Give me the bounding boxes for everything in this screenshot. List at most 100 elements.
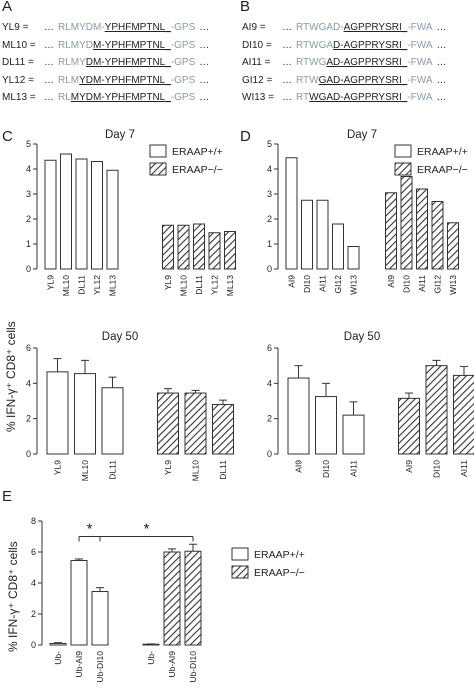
sequence-id: ML10 =: [2, 39, 36, 51]
bar: [184, 550, 202, 646]
sequence-flank-right: -GPS: [170, 22, 196, 33]
sequence-flank-right: -FWA: [407, 22, 433, 33]
x-tick-label: AI9: [287, 275, 297, 288]
sequence-flank-left: RTWGA: [296, 39, 334, 51]
sequence-ellipsis: …: [44, 39, 54, 51]
sequence-core: YPHFMPTNL: [104, 22, 166, 33]
bar: [208, 232, 221, 270]
bar: [285, 157, 298, 270]
y-tick-label: 6: [31, 547, 36, 557]
x-tick-label: DI10: [432, 460, 442, 478]
sequence-row: AI11 =… RTWGAD-AGPPRYSRI_-FWA…: [242, 54, 447, 72]
sequence-flank-left: RTW: [296, 74, 319, 86]
y-tick-label: 2: [31, 609, 36, 619]
sequence-gap: _: [401, 92, 408, 103]
chart-title: Day 50: [102, 331, 138, 343]
bar: [106, 169, 119, 270]
bar: [177, 224, 190, 270]
x-tick-label: WI13: [448, 275, 458, 295]
x-tick-label: DL11: [77, 275, 87, 295]
sequence-flank-right: -FWA: [407, 39, 433, 51]
sequence-core: AGPPRYSRI: [343, 22, 402, 33]
chart-d-day50: [274, 347, 474, 455]
x-tick-label: Ub-DI10: [95, 651, 105, 683]
significance-star: *: [87, 521, 93, 538]
sequence-flank-right: -GPS: [170, 57, 196, 68]
x-tick-label: DI10: [402, 275, 412, 293]
chart-d-day7: [274, 143, 459, 270]
bar: [447, 222, 459, 270]
y-tick-label: 0: [26, 264, 31, 274]
x-tick-label: Ub-AI9: [74, 651, 84, 678]
sequence-ellipsis: …: [199, 39, 210, 51]
x-tick-label: GI12: [433, 275, 443, 294]
sequence-ellipsis: …: [436, 92, 447, 103]
x-tick-label: ML10: [80, 460, 90, 482]
y-tick-label: 6: [26, 343, 31, 353]
y-tick-label: 5: [26, 139, 31, 149]
y-tick-label: 4: [26, 164, 31, 174]
y-tick-label: 4: [267, 164, 272, 174]
y-tick-label: 3: [26, 189, 31, 199]
y-tick-label: 0: [31, 640, 36, 650]
x-tick-label: YL12: [210, 275, 220, 295]
bar: [74, 373, 96, 455]
chart-title: Day 7: [347, 129, 377, 141]
bar: [157, 392, 179, 455]
y-tick-label: 4: [31, 578, 36, 588]
sequence-ellipsis: …: [436, 57, 447, 68]
sequence-gap: _: [165, 92, 171, 103]
sequence-alignment-a: YL9 =… RLMYDM-YPHFMPTNL_-GPS… ML10 = … RLMYD…: [2, 19, 209, 107]
x-tick-label: AI9: [294, 460, 304, 473]
sequence-flank-left: RLMYDM-: [58, 22, 105, 33]
sequence-row: YL9 =… RLMYDM-YPHFMPTNL_-GPS…: [2, 19, 209, 37]
sequence-flank-left: RLMY: [58, 57, 86, 68]
significance-star: *: [144, 521, 150, 538]
panel-label-d: D: [240, 128, 251, 145]
bar: [163, 551, 181, 646]
sequence-gap: _: [165, 57, 171, 68]
legend-swatch: [149, 144, 167, 158]
sequence-gap: _: [401, 57, 408, 68]
sequence-core: DM-YPHFMPTNL: [85, 57, 166, 68]
sequence-row: DL11 =… RLMYDM-YPHFMPTNL_-GPS…: [2, 54, 209, 72]
bar: [70, 560, 88, 646]
chart-c-day7: [33, 143, 236, 270]
x-tick-label: WI13: [349, 275, 359, 295]
chart-title: Day 50: [344, 331, 380, 343]
bar: [431, 201, 444, 270]
bar: [224, 231, 236, 270]
sequence-row: DI10 =… RTWGAD-AGPPRYSRI_-FWA…: [242, 37, 447, 55]
bar: [91, 161, 103, 270]
sequence-row: WI13 =… RTWGAD-AGPPRYSRI_-FWA…: [242, 89, 447, 107]
sequence-core: MYDM-YPHFMPTNL: [70, 92, 166, 103]
sequence-ellipsis: …: [436, 74, 447, 86]
x-tick-label: YL9: [53, 460, 63, 475]
bar: [398, 397, 420, 455]
x-tick-label: YL12: [92, 275, 102, 295]
bar: [385, 192, 397, 270]
x-tick-label: ML13: [108, 275, 118, 297]
x-tick-label: AI9: [404, 460, 414, 473]
y-tick-label: 2: [267, 214, 272, 224]
sequence-row: GI12 =… RTWGAD-AGPPRYSRI_-FWA…: [242, 72, 447, 90]
sequence-flank-left: RLMYD: [58, 39, 94, 51]
legend-label: ERAAP−/−: [254, 567, 305, 579]
legend-label: ERAAP+/+: [417, 146, 468, 158]
x-tick-label: YL9: [163, 460, 173, 475]
bar: [453, 374, 474, 455]
panel-label-e: E: [2, 488, 13, 505]
bar: [162, 224, 174, 270]
bar: [301, 199, 313, 270]
y-tick-label: 2: [267, 414, 272, 424]
sequence-row: YL12 =… RLMYDM-YPHFMPTNL_-GPS…: [2, 72, 209, 90]
sequence-core: GAD-AGPPRYSRI: [318, 74, 402, 86]
bar: [75, 158, 88, 270]
sequence-flank-right: -GPS: [170, 74, 196, 86]
sequence-flank-right: -FWA: [407, 74, 433, 86]
sequence-id: AI9 =: [242, 22, 266, 33]
sequence-id: YL12 =: [2, 74, 34, 86]
sequence-gap: _: [401, 22, 408, 33]
sequence-id: YL9 =: [2, 22, 29, 33]
